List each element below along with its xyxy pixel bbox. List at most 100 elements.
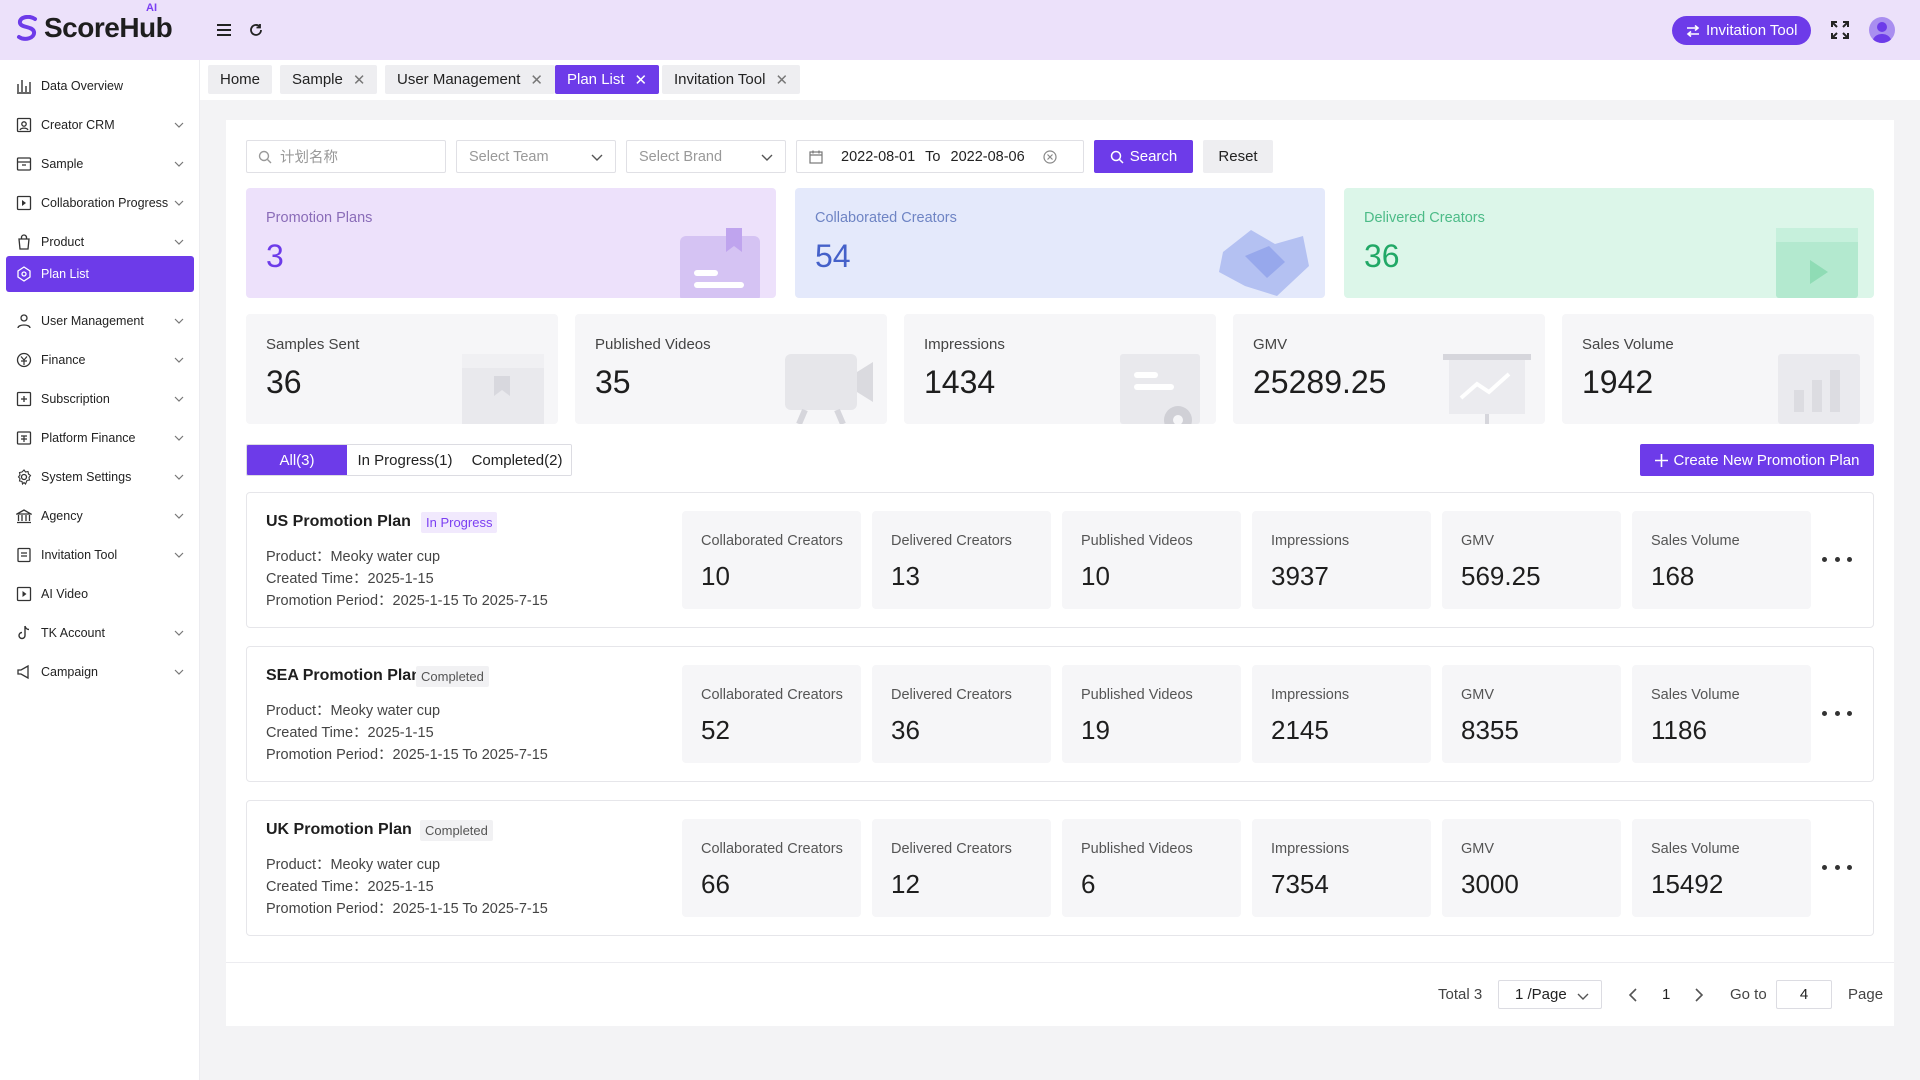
brand-select[interactable]: Select Brand xyxy=(626,140,786,173)
date-end[interactable]: 2022-08-06 xyxy=(950,148,1025,165)
sidebar-item-creator-crm[interactable]: Creator CRM xyxy=(6,107,194,143)
sidebar-item-data-overview[interactable]: Data Overview xyxy=(6,68,194,104)
prev-page-icon[interactable] xyxy=(1628,988,1638,1002)
subscription-icon xyxy=(15,391,32,408)
sidebar-item-campaign[interactable]: Campaign xyxy=(6,654,194,690)
box-icon xyxy=(462,354,544,424)
plan-card[interactable]: UK Promotion Plan Completed Product：Meoky … xyxy=(246,800,1874,936)
chevron-down-icon xyxy=(174,474,184,480)
plan-metric-label: Published Videos xyxy=(1081,533,1193,549)
chevron-down-icon xyxy=(761,154,773,161)
bar-chart-icon xyxy=(1778,354,1860,424)
crm-icon xyxy=(15,117,32,134)
filter-tab-in-progress[interactable]: In Progress(1) xyxy=(347,445,463,475)
plan-name-search-field[interactable]: 计划名称 xyxy=(246,140,446,173)
more-options-icon[interactable] xyxy=(1822,705,1852,721)
close-icon[interactable]: ✕ xyxy=(352,71,366,89)
fullscreen-icon[interactable] xyxy=(1829,19,1851,41)
more-options-icon[interactable] xyxy=(1822,859,1852,875)
reset-button[interactable]: Reset xyxy=(1203,140,1273,173)
sidebar-item-ai-video[interactable]: AI Video xyxy=(6,576,194,612)
plan-product: Product：Meoky water cup xyxy=(266,857,441,873)
sidebar-item-product[interactable]: Product xyxy=(6,224,194,260)
plan-metric: Sales Volume 168 xyxy=(1632,511,1811,609)
plan-metric: Published Videos 6 xyxy=(1062,819,1241,917)
plan-card[interactable]: US Promotion Plan In Progress Product：Meok… xyxy=(246,492,1874,628)
close-icon[interactable]: ✕ xyxy=(530,71,543,89)
create-promotion-plan-button[interactable]: Create New Promotion Plan xyxy=(1640,444,1874,476)
invitation-tool-label: Invitation Tool xyxy=(1706,22,1798,39)
invitation-tool-button[interactable]: Invitation Tool xyxy=(1672,16,1812,45)
plan-name[interactable]: UK Promotion Plan xyxy=(266,821,412,838)
swap-icon xyxy=(1686,24,1700,37)
tab-sample[interactable]: Sample ✕ xyxy=(280,65,378,94)
more-options-icon[interactable] xyxy=(1822,551,1852,567)
plan-name[interactable]: SEA Promotion Plan xyxy=(266,667,421,684)
sidebar-item-subscription[interactable]: Subscription xyxy=(6,381,194,417)
plan-card[interactable]: SEA Promotion Plan Completed Product：Meoky… xyxy=(246,646,1874,782)
close-icon[interactable]: ✕ xyxy=(634,71,648,89)
sidebar-item-label: System Settings xyxy=(41,470,132,484)
summary-card-label: Sales Volume xyxy=(1582,336,1674,353)
filter-tab-all[interactable]: All(3) xyxy=(247,445,347,475)
brand-select-placeholder: Select Brand xyxy=(639,148,723,165)
sidebar-item-plan-list[interactable]: Plan List xyxy=(6,256,194,292)
user-icon xyxy=(15,313,32,330)
plan-product: Product：Meoky water cup xyxy=(266,703,441,719)
tab-invitation-tool[interactable]: Invitation Tool ✕ xyxy=(662,65,801,94)
pagination-total: Total 3 xyxy=(1438,986,1483,1003)
create-promotion-plan-label: Create New Promotion Plan xyxy=(1673,451,1860,469)
search-label: Search xyxy=(1129,148,1178,165)
status-badge: Completed xyxy=(416,666,489,687)
plan-metric: GMV 3000 xyxy=(1442,819,1621,917)
date-range-picker[interactable]: 2022-08-01 To 2022-08-06 xyxy=(796,140,1084,173)
bar-chart-icon xyxy=(15,78,32,95)
plan-name[interactable]: US Promotion Plan xyxy=(266,513,411,530)
logo[interactable]: ScoreHub xyxy=(16,12,173,44)
page-size-select[interactable]: 1 /Page xyxy=(1498,980,1602,1009)
date-start[interactable]: 2022-08-01 xyxy=(841,148,916,165)
sidebar-item-tk-account[interactable]: TK Account xyxy=(6,615,194,651)
plan-metric: Delivered Creators 36 xyxy=(872,665,1051,763)
close-icon[interactable]: ✕ xyxy=(775,71,789,89)
tab-plan-list[interactable]: Plan List ✕ xyxy=(555,65,660,94)
plan-metric-value: 569.25 xyxy=(1461,561,1541,591)
plan-metric-label: Collaborated Creators xyxy=(701,841,843,857)
sidebar-item-invitation-tool[interactable]: Invitation Tool xyxy=(6,537,194,573)
summary-card-delivered-creators: Delivered Creators 36 xyxy=(1344,188,1874,298)
pagination-current-page[interactable]: 1 xyxy=(1662,986,1671,1003)
date-to-label: To xyxy=(925,148,941,165)
sidebar-item-agency[interactable]: Agency xyxy=(6,498,194,534)
sidebar-item-sample[interactable]: Sample xyxy=(6,146,194,182)
sidebar-item-user-management[interactable]: User Management xyxy=(6,303,194,339)
plan-metric-label: Collaborated Creators xyxy=(701,687,843,703)
main-panel: 计划名称 Select Team Select Brand 2022-08-01… xyxy=(226,120,1894,1026)
menu-toggle-icon[interactable] xyxy=(214,20,234,40)
refresh-icon[interactable] xyxy=(246,20,266,40)
sidebar-item-collaboration-progress[interactable]: Collaboration Progress xyxy=(6,185,194,221)
summary-card-value: 1942 xyxy=(1582,364,1654,400)
next-page-icon[interactable] xyxy=(1694,988,1704,1002)
search-button[interactable]: Search xyxy=(1094,140,1193,173)
logo-text: ScoreHub xyxy=(44,12,173,43)
summary-card-value: 36 xyxy=(1364,238,1400,274)
plan-created-time: Created Time：2025-1-15 xyxy=(266,879,434,895)
team-select[interactable]: Select Team xyxy=(456,140,616,173)
tab-user-management[interactable]: User Management ✕ xyxy=(385,65,555,94)
sidebar-item-platform-finance[interactable]: Platform Finance xyxy=(6,420,194,456)
plan-metric: Impressions 3937 xyxy=(1252,511,1431,609)
tab-home[interactable]: Home xyxy=(208,65,273,94)
sidebar-item-label: TK Account xyxy=(41,626,105,640)
sidebar-item-label: Collaboration Progress xyxy=(41,196,169,210)
plan-metric: Collaborated Creators 52 xyxy=(682,665,861,763)
filter-tab-completed[interactable]: Completed(2) xyxy=(463,445,571,475)
goto-page-input[interactable]: 4 xyxy=(1776,980,1832,1009)
clear-icon[interactable] xyxy=(1043,149,1057,164)
plan-metric: GMV 569.25 xyxy=(1442,511,1621,609)
sidebar-item-system-settings[interactable]: System Settings xyxy=(6,459,194,495)
chevron-down-icon xyxy=(174,435,184,441)
plan-metric-value: 66 xyxy=(701,869,730,899)
sidebar-item-finance[interactable]: Finance xyxy=(6,342,194,378)
sidebar-item-label: Sample xyxy=(41,157,84,171)
avatar[interactable] xyxy=(1869,17,1895,43)
